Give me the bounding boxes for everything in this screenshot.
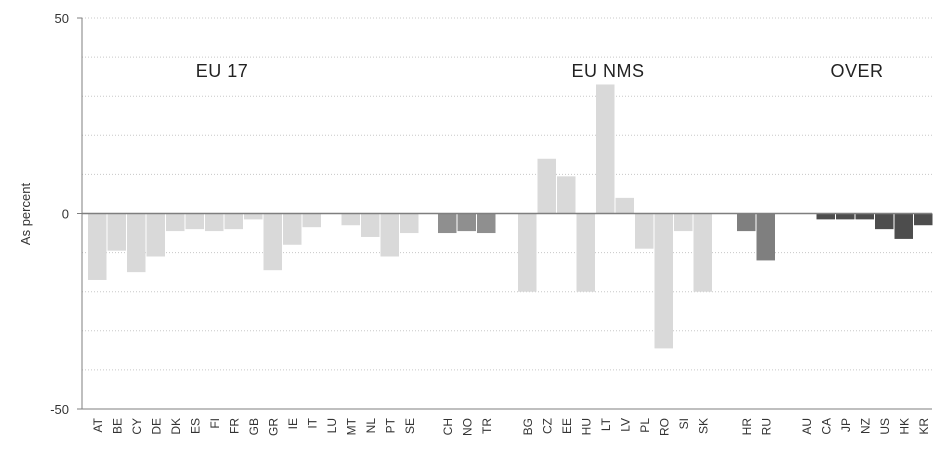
category-label: US [878, 418, 892, 435]
category-label: PT [383, 417, 397, 433]
category-label: CY [130, 418, 144, 435]
bar-cy [127, 213, 146, 273]
group-label: EU NMS [571, 61, 644, 81]
bar-bg [518, 213, 537, 292]
bar-cz [537, 158, 556, 214]
category-label: MT [344, 417, 358, 435]
category-label: GR [266, 418, 280, 436]
category-label: EE [560, 418, 574, 434]
category-label: IE [286, 418, 300, 429]
bar-gb [244, 213, 263, 220]
category-label: LV [618, 418, 632, 432]
category-label: HR [740, 418, 754, 436]
bar-ee [557, 176, 576, 214]
category-label: CZ [540, 418, 554, 434]
y-axis-title: As percent [18, 183, 33, 246]
category-label: SK [696, 418, 710, 434]
bar-nz [855, 213, 874, 220]
bar-dk [166, 213, 185, 232]
y-tick-label: -50 [50, 402, 69, 417]
bar-sk [693, 213, 712, 292]
bars [88, 84, 933, 349]
bar-se [400, 213, 419, 234]
bar-ro [654, 213, 673, 349]
group-labels: EU 17 EU NMS OVER [196, 61, 883, 81]
bar-hk [894, 213, 913, 239]
axes [77, 17, 932, 410]
category-label: KR [917, 418, 931, 435]
category-label: NL [364, 418, 378, 434]
y-tick-labels: -50 0 50 [50, 11, 69, 417]
category-label: AT [91, 417, 105, 432]
bar-hr [737, 213, 756, 232]
bar-kr [914, 213, 933, 226]
category-label: CA [819, 418, 833, 435]
bar-jp [836, 213, 855, 220]
bar-pt [380, 213, 399, 257]
category-label: AU [800, 418, 814, 435]
category-label: FR [227, 418, 241, 434]
category-labels: AT BE CY DE DK ES FI FR GB GR IE IT LU MT NL PT SE CH NO TR… [91, 417, 931, 436]
bar-ru [756, 213, 775, 261]
category-label: SI [677, 418, 691, 429]
bar-si [674, 213, 693, 232]
y-tick-label: 0 [62, 207, 69, 222]
category-label: JP [839, 418, 853, 432]
bar-ca [816, 213, 835, 220]
bar-be [107, 213, 126, 251]
bar-de [146, 213, 165, 257]
group-label: EU 17 [196, 61, 249, 81]
bar-lt [596, 84, 615, 214]
category-label: LU [325, 418, 339, 433]
category-label: RU [759, 418, 773, 435]
gridlines [82, 17, 932, 410]
category-label: BE [110, 418, 124, 434]
bar-lv [615, 197, 634, 214]
bar-nl [361, 213, 380, 237]
bar-hu [576, 213, 595, 292]
category-label: FI [208, 418, 222, 429]
bar-gr [263, 213, 282, 271]
category-label: DK [169, 418, 183, 435]
category-label: NO [460, 418, 474, 436]
category-label: TR [480, 418, 494, 434]
category-label: GB [247, 418, 261, 435]
group-label: OVER [830, 61, 883, 81]
bar-ie [283, 213, 302, 245]
category-label: RO [657, 418, 671, 436]
bar-no [457, 213, 476, 232]
category-label: IT [305, 417, 319, 428]
bar-it [302, 213, 321, 228]
bar-tr [477, 213, 496, 234]
category-label: NZ [858, 418, 872, 434]
category-label: DE [149, 418, 163, 435]
category-label: HU [579, 418, 593, 435]
bar-ch [438, 213, 457, 234]
bar-es [185, 213, 204, 230]
category-label: CH [441, 418, 455, 435]
category-label: SE [403, 418, 417, 434]
category-label: ES [188, 418, 202, 434]
bar-pl [635, 213, 654, 249]
bar-fr [224, 213, 243, 230]
category-label: LT [599, 417, 613, 431]
category-label: HK [897, 418, 911, 435]
bar-mt [341, 213, 360, 226]
bar-at [88, 213, 107, 280]
bar-us [875, 213, 894, 230]
category-label: BG [521, 418, 535, 435]
y-tick-label: 50 [55, 11, 69, 26]
bar-fi [205, 213, 224, 232]
category-label: PL [638, 418, 652, 433]
